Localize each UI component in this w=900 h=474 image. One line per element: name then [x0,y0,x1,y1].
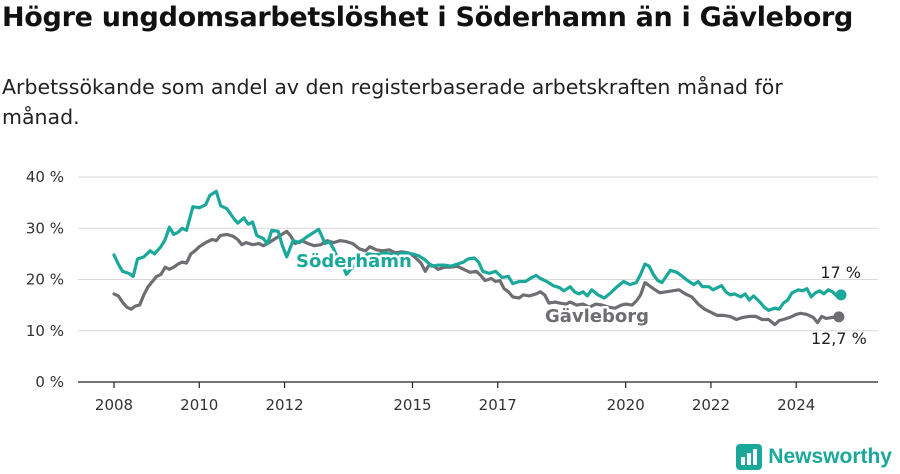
y-tick-label: 30 % [26,219,64,237]
y-axis-ticks: 0 % 10 % 20 % 30 % 40 % [26,168,64,391]
soderhamn-line [112,189,843,312]
x-tick-label: 2017 [479,396,517,414]
x-tick-label: 2022 [692,396,730,414]
bar-chart-icon [736,444,763,470]
y-tick-label: 0 % [35,373,64,391]
x-tick-label: 2012 [265,396,303,414]
y-tick-label: 10 % [26,322,64,340]
gavleborg-end-label: 12,7 % [811,329,867,348]
x-tick-label: 2010 [180,396,218,414]
chart-subtitle: Arbetssökande som andel av den registerb… [2,75,783,129]
series-labels: Söderhamn Gävleborg 17 % 12,7 % [294,249,867,348]
gavleborg-line [112,229,841,327]
soderhamn-end-point [835,289,847,301]
gridlines [78,176,878,383]
gavleborg-end-point [833,311,845,323]
series-lines [112,189,847,327]
y-tick-label: 20 % [26,271,64,289]
x-tick-label: 2015 [393,396,431,414]
soderhamn-series-label: Söderhamn [296,251,412,272]
brand-name: Newsworthy [768,445,892,468]
chart-title: Högre ungdomsarbetslöshet i Söderhamn än… [2,2,853,33]
soderhamn-end-label: 17 % [820,263,861,282]
brand-logo: Newsworthy [736,444,892,470]
gavleborg-series-label: Gävleborg [545,306,649,327]
x-tick-label: 2008 [95,396,133,414]
y-tick-label: 40 % [26,168,64,186]
x-tick-label: 2020 [607,396,645,414]
x-tick-label: 2024 [777,396,815,414]
x-axis-ticks: 2008 2010 2012 2015 2017 2020 2022 2024 [95,382,815,414]
